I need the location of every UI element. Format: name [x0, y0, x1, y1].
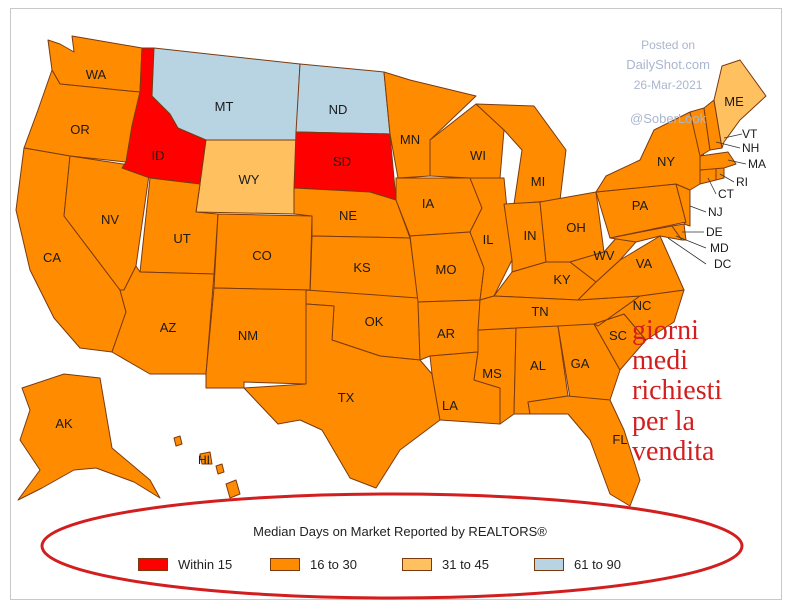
state-wa: [47, 35, 143, 93]
state-ak: [17, 373, 161, 501]
state-hi-island-4: [215, 463, 225, 475]
state-label-ak: AK: [55, 416, 73, 431]
legend-item-61-to-90: 61 to 90: [534, 557, 666, 572]
state-label-nv: NV: [101, 212, 119, 227]
state-label-ut: UT: [173, 231, 190, 246]
state-me: [713, 59, 767, 149]
state-label-mo: MO: [436, 262, 457, 277]
state-label-tn: TN: [531, 304, 548, 319]
legend-label: 16 to 30: [310, 557, 357, 572]
leader-lines: [667, 133, 747, 265]
state-label-sd: SD: [333, 154, 351, 169]
legend-item-16-to-30: 16 to 30: [270, 557, 402, 572]
state-label-ny: NY: [657, 154, 675, 169]
state-label-co: CO: [252, 248, 272, 263]
state-fl: [527, 395, 641, 507]
state-label-nm: NM: [238, 328, 258, 343]
state-label-al: AL: [530, 358, 546, 373]
watermark-handle: @SoberLook: [630, 111, 707, 127]
legend-swatch: [270, 558, 300, 571]
state-label-nd: ND: [329, 102, 348, 117]
watermark-site: DailyShot.com: [626, 57, 710, 73]
state-hi-island-3: [173, 435, 183, 447]
legend-label: 61 to 90: [574, 557, 621, 572]
state-label-mn: MN: [400, 132, 420, 147]
state-label-ky: KY: [553, 272, 571, 287]
state-nd: [295, 63, 391, 135]
legend-swatch: [402, 558, 432, 571]
handwritten-annotation: giorni medi richiesti per la vendita: [632, 315, 782, 467]
state-label-tx: TX: [338, 390, 355, 405]
state-label-wa: WA: [86, 67, 107, 82]
state-label-wv: WV: [594, 248, 615, 263]
state-label-pa: PA: [632, 198, 649, 213]
state-label-ms: MS: [482, 366, 502, 381]
state-tx: [243, 303, 441, 489]
state-label-az: AZ: [160, 320, 177, 335]
state-az: [111, 265, 215, 375]
watermark: Posted on DailyShot.com 26-Mar-2021 @Sob…: [626, 36, 710, 130]
state-hi: [225, 479, 241, 499]
annotation-line: medi: [632, 345, 688, 377]
state-label-vt: VT: [742, 127, 758, 141]
state-label-md: MD: [710, 241, 729, 255]
legend-swatch: [534, 558, 564, 571]
state-ia: [395, 177, 483, 237]
state-label-id: ID: [152, 148, 165, 163]
state-label-nj: NJ: [708, 205, 723, 219]
state-label-ct: CT: [718, 187, 735, 201]
state-label-dc: DC: [714, 257, 732, 271]
state-label-ia: IA: [422, 196, 435, 211]
watermark-date: 26-Mar-2021: [633, 77, 703, 92]
state-label-nh: NH: [742, 141, 759, 155]
state-label-va: VA: [636, 256, 653, 271]
watermark-posted-on: Posted on: [641, 38, 696, 52]
state-label-wy: WY: [239, 172, 260, 187]
state-label-or: OR: [70, 122, 90, 137]
state-label-ma: MA: [748, 157, 766, 171]
state-ct: [699, 167, 717, 185]
state-label-la: LA: [442, 398, 458, 413]
state-label-de: DE: [706, 225, 723, 239]
state-ma: [699, 151, 737, 171]
state-label-ri: RI: [736, 175, 748, 189]
annotation-line: giorni: [632, 315, 699, 346]
legend-item-within-15: Within 15: [138, 557, 270, 572]
states-layer: [15, 35, 767, 507]
state-label-mt: MT: [215, 99, 234, 114]
state-label-oh: OH: [566, 220, 586, 235]
state-label-mi: MI: [531, 174, 545, 189]
state-label-il: IL: [483, 232, 494, 247]
legend-title: Median Days on Market Reported by REALTO…: [253, 524, 547, 539]
state-hi-island-2: [199, 451, 213, 465]
annotation-line: richiesti: [632, 375, 723, 407]
state-label-fl: FL: [612, 432, 627, 447]
state-label-ks: KS: [353, 260, 371, 275]
state-label-ga: GA: [571, 356, 590, 371]
state-label-ar: AR: [437, 326, 455, 341]
state-label-nc: NC: [633, 298, 652, 313]
annotation-line: per la: [632, 405, 695, 437]
state-label-ok: OK: [365, 314, 384, 329]
legend: Within 15 16 to 30 31 to 45 61 to 90: [138, 557, 666, 572]
state-label-in: IN: [524, 228, 537, 243]
state-label-hi: HI: [198, 453, 210, 467]
state-label-ca: CA: [43, 250, 61, 265]
state-wy: [195, 139, 297, 215]
state-label-ne: NE: [339, 208, 357, 223]
state-md: [609, 225, 683, 243]
state-label-me: ME: [724, 94, 744, 109]
legend-swatch: [138, 558, 168, 571]
legend-item-31-to-45: 31 to 45: [402, 557, 534, 572]
legend-label: 31 to 45: [442, 557, 489, 572]
annotation-line: vendita: [632, 435, 715, 467]
legend-label: Within 15: [178, 557, 233, 572]
state-hi-group: [173, 435, 241, 499]
state-label-wi: WI: [470, 148, 486, 163]
state-label-sc: SC: [609, 328, 627, 343]
state-labels: WA OR CA NV ID MT WY UT AZ CO NM ND SD NE KS OK TX MN IA MO…: [43, 67, 766, 467]
